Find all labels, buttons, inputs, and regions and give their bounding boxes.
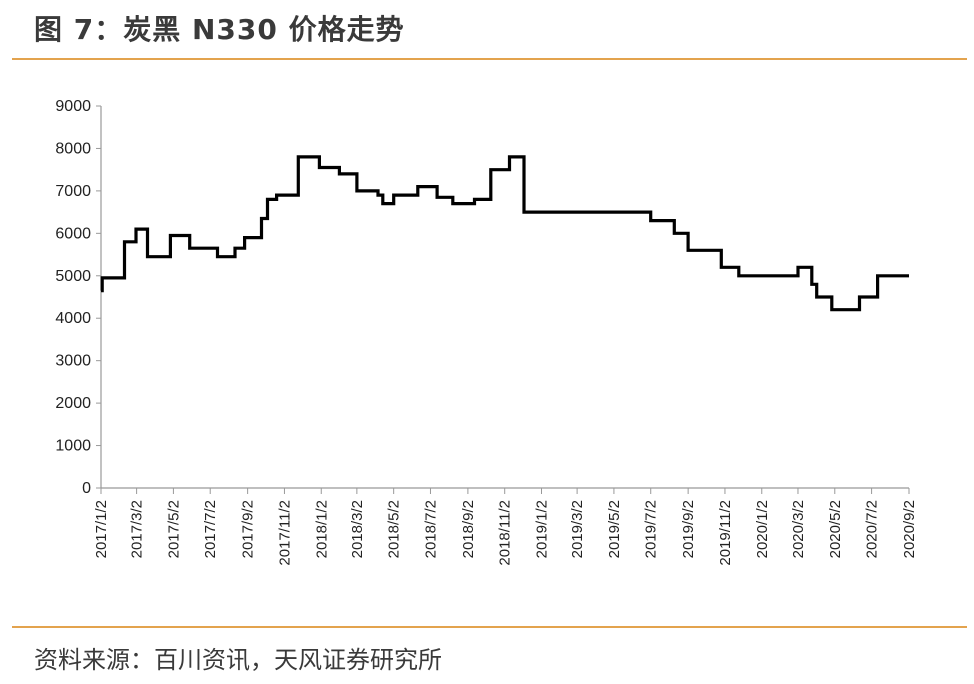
x-tick-label: 2017/5/2 [165, 500, 182, 558]
y-tick-label: 5000 [55, 268, 91, 285]
x-tick-label: 2020/5/2 [827, 500, 844, 558]
y-tick-label: 4000 [55, 310, 91, 327]
x-tick-label: 2017/9/2 [240, 500, 257, 558]
x-tick-label: 2020/7/2 [864, 500, 881, 558]
x-tick-label: 2018/11/2 [497, 500, 514, 566]
y-tick-label: 0 [82, 480, 91, 497]
axes [100, 106, 909, 489]
x-tick-label: 2018/1/2 [313, 500, 330, 558]
y-tick-label: 7000 [55, 183, 91, 200]
price-line [100, 155, 909, 312]
x-tick-label: 2019/7/2 [643, 500, 660, 558]
x-axis-ticks: 2017/1/2 2017/3/2 2017/5/2 2017/7/2 2017/9/2… [93, 488, 918, 566]
x-tick-label: 2017/11/2 [276, 500, 293, 566]
y-tick-label: 8000 [55, 140, 91, 157]
x-tick-label: 2017/7/2 [202, 500, 219, 558]
x-tick-label: 2017/1/2 [93, 500, 110, 558]
y-tick-label: 9000 [55, 98, 91, 115]
x-tick-label: 2019/1/2 [534, 500, 551, 558]
y-axis-ticks: 0 1000 2000 3000 4000 5000 6000 7000 8000 9000 [55, 98, 101, 497]
x-tick-label: 2019/11/2 [717, 500, 734, 566]
x-tick-label: 2020/9/2 [901, 500, 918, 558]
source-note: 资料来源：百川资讯，天风证券研究所 [34, 646, 442, 674]
x-tick-label: 2020/3/2 [790, 500, 807, 558]
x-tick-label: 2018/7/2 [422, 500, 439, 558]
y-tick-label: 3000 [55, 353, 91, 370]
x-tick-label: 2018/9/2 [460, 500, 477, 558]
y-tick-label: 6000 [55, 225, 91, 242]
top-divider [12, 58, 967, 60]
x-tick-label: 2019/5/2 [606, 500, 623, 558]
x-tick-label: 2020/1/2 [754, 500, 771, 558]
series-layer [100, 155, 909, 312]
price-chart: 0 1000 2000 3000 4000 5000 6000 7000 8000 9000 20… [55, 98, 918, 566]
x-tick-label: 2019/9/2 [680, 500, 697, 558]
x-tick-label: 2018/3/2 [349, 500, 366, 558]
x-tick-label: 2017/3/2 [129, 500, 146, 558]
x-tick-label: 2018/5/2 [386, 500, 403, 558]
y-tick-label: 2000 [55, 395, 91, 412]
chart-title: 图 7：炭黑 N330 价格走势 [34, 13, 405, 46]
bottom-divider [12, 626, 967, 628]
x-tick-label: 2019/3/2 [569, 500, 586, 558]
y-tick-label: 1000 [55, 438, 91, 455]
